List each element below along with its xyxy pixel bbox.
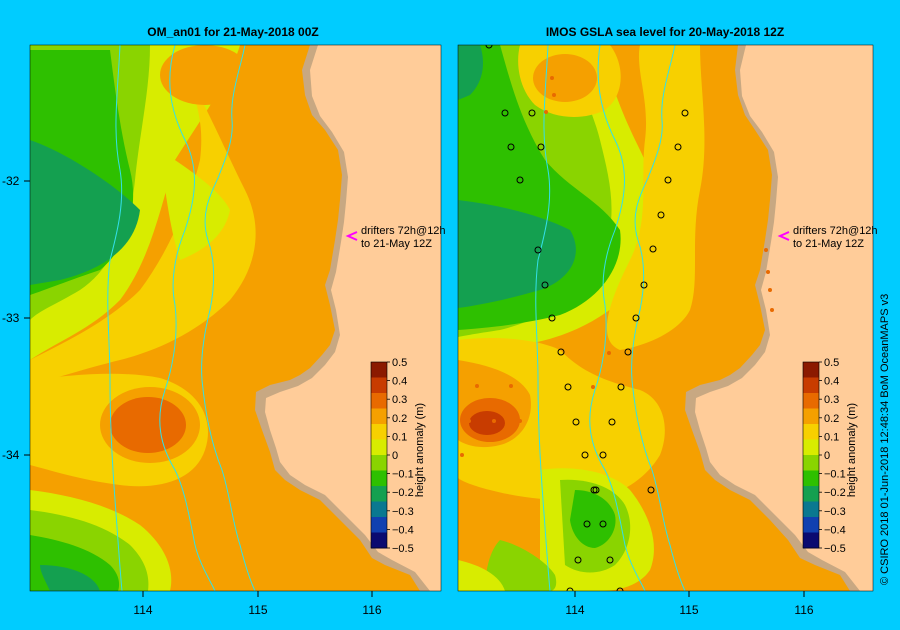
left-colorbar-tick-label: 0.5	[392, 357, 407, 369]
right-colorbar-swatch	[803, 393, 819, 409]
right-colorbar-tick-label: −0.3	[824, 506, 846, 518]
right-colorbar-swatch	[803, 532, 819, 549]
left-colorbar-swatch	[371, 377, 387, 394]
right-colorbar-swatch	[803, 408, 819, 425]
latitude-tick-label: -32	[2, 174, 20, 188]
left-colorbar-tick-label: −0.2	[392, 487, 414, 499]
right-colorbar-swatch	[803, 362, 819, 378]
right-colorbar-tick-label: 0.2	[824, 413, 839, 425]
right-colorbar-tick-label: 0	[824, 450, 830, 462]
right-drifter-note-line1: drifters 72h@12h	[793, 225, 878, 237]
right-colorbar-tick-label: 0.4	[824, 376, 839, 388]
left-longitude-tick-label: 116	[362, 603, 381, 617]
credit-text: © CSIRO 2018 01-Jun-2018 12:48:34 BoM Oc…	[879, 294, 891, 585]
right-colorbar-swatch	[803, 377, 819, 394]
right-colorbar-tick-label: −0.2	[824, 487, 846, 499]
right-longitude-tick-label: 116	[794, 603, 813, 617]
left-colorbar-tick-label: 0.4	[392, 376, 407, 388]
right-longitude-tick-label: 115	[679, 603, 698, 617]
right-drifter-arrow-icon	[777, 231, 790, 241]
left-colorbar-swatch	[371, 362, 387, 378]
right-colorbar-tick-label: 0.5	[824, 357, 839, 369]
right-colorbar-tick-label: 0.1	[824, 431, 839, 443]
left-longitude-tick-label: 114	[133, 603, 152, 617]
left-colorbar-swatch	[371, 393, 387, 409]
right-panel-title: IMOS GSLA sea level for 20-May-2018 12Z	[546, 25, 784, 39]
left-drifter-note-line2: to 21-May 12Z	[361, 238, 432, 250]
latitude-tick-label: -34	[2, 448, 20, 462]
left-colorbar-label: height anomaly (m)	[414, 403, 426, 497]
left-colorbar-tick-label: 0	[392, 450, 398, 462]
right-map-panel: IMOS GSLA sea level for 20-May-2018 12Z	[457, 25, 878, 592]
left-colorbar-swatch	[371, 517, 387, 533]
latitude-axis: -32 -33 -34	[2, 174, 30, 462]
altimeter-observation-markers	[485, 45, 689, 591]
left-colorbar-swatch	[371, 408, 387, 425]
left-colorbar-swatch	[371, 501, 387, 518]
left-colorbar-tick-label: −0.1	[392, 469, 414, 481]
left-longitude-tick-label: 115	[248, 603, 267, 617]
left-colorbar-swatch	[371, 532, 387, 549]
left-colorbar: 0.5 0.4 0.3 0.2 0.1 0 −0.1 −0.2 −0.3 −0.4 −0.5 hei…	[370, 357, 426, 555]
right-colorbar-swatch	[803, 424, 819, 440]
right-colorbar-swatch	[803, 486, 819, 502]
right-colorbar-tick-label: 0.3	[824, 394, 839, 406]
left-drifter-arrow-icon	[345, 231, 358, 241]
drifter-track-markers	[460, 76, 774, 457]
left-colorbar-tick-label: 0.1	[392, 431, 407, 443]
right-colorbar-swatch	[803, 470, 819, 487]
right-drifter-note-line2: to 21-May 12Z	[793, 238, 864, 250]
latitude-tick-label: -33	[2, 311, 20, 325]
left-colorbar-tick-label: 0.3	[392, 394, 407, 406]
left-panel-title: OM_an01 for 21-May-2018 00Z	[147, 25, 318, 39]
right-colorbar-swatch	[803, 501, 819, 518]
left-colorbar-swatch	[371, 486, 387, 502]
left-colorbar-tick-label: −0.3	[392, 506, 414, 518]
right-colorbar-label: height anomaly (m)	[846, 403, 858, 497]
longitude-axis-right: 114 115 116	[565, 591, 814, 617]
right-map-field	[458, 45, 873, 591]
right-colorbar-swatch	[803, 439, 819, 456]
left-drifter-note-line1: drifters 72h@12h	[361, 225, 446, 237]
right-colorbar-swatch	[803, 517, 819, 533]
longitude-axis-left: 114 115 116	[133, 591, 382, 617]
left-colorbar-tick-label: 0.2	[392, 413, 407, 425]
right-colorbar-tick-label: −0.4	[824, 524, 846, 536]
left-colorbar-tick-label: −0.4	[392, 524, 414, 536]
left-colorbar-swatch	[371, 424, 387, 440]
right-colorbar-swatch	[803, 455, 819, 471]
left-colorbar-swatch	[371, 439, 387, 456]
right-colorbar-tick-label: −0.1	[824, 469, 846, 481]
left-colorbar-swatch	[371, 470, 387, 487]
right-longitude-tick-label: 114	[565, 603, 584, 617]
right-colorbar: 0.5 0.4 0.3 0.2 0.1 0 −0.1 −0.2 −0.3 −0.4 −0.5 hei…	[802, 357, 858, 555]
left-colorbar-swatch	[371, 455, 387, 471]
left-colorbar-tick-label: −0.5	[392, 543, 414, 555]
right-colorbar-tick-label: −0.5	[824, 543, 846, 555]
